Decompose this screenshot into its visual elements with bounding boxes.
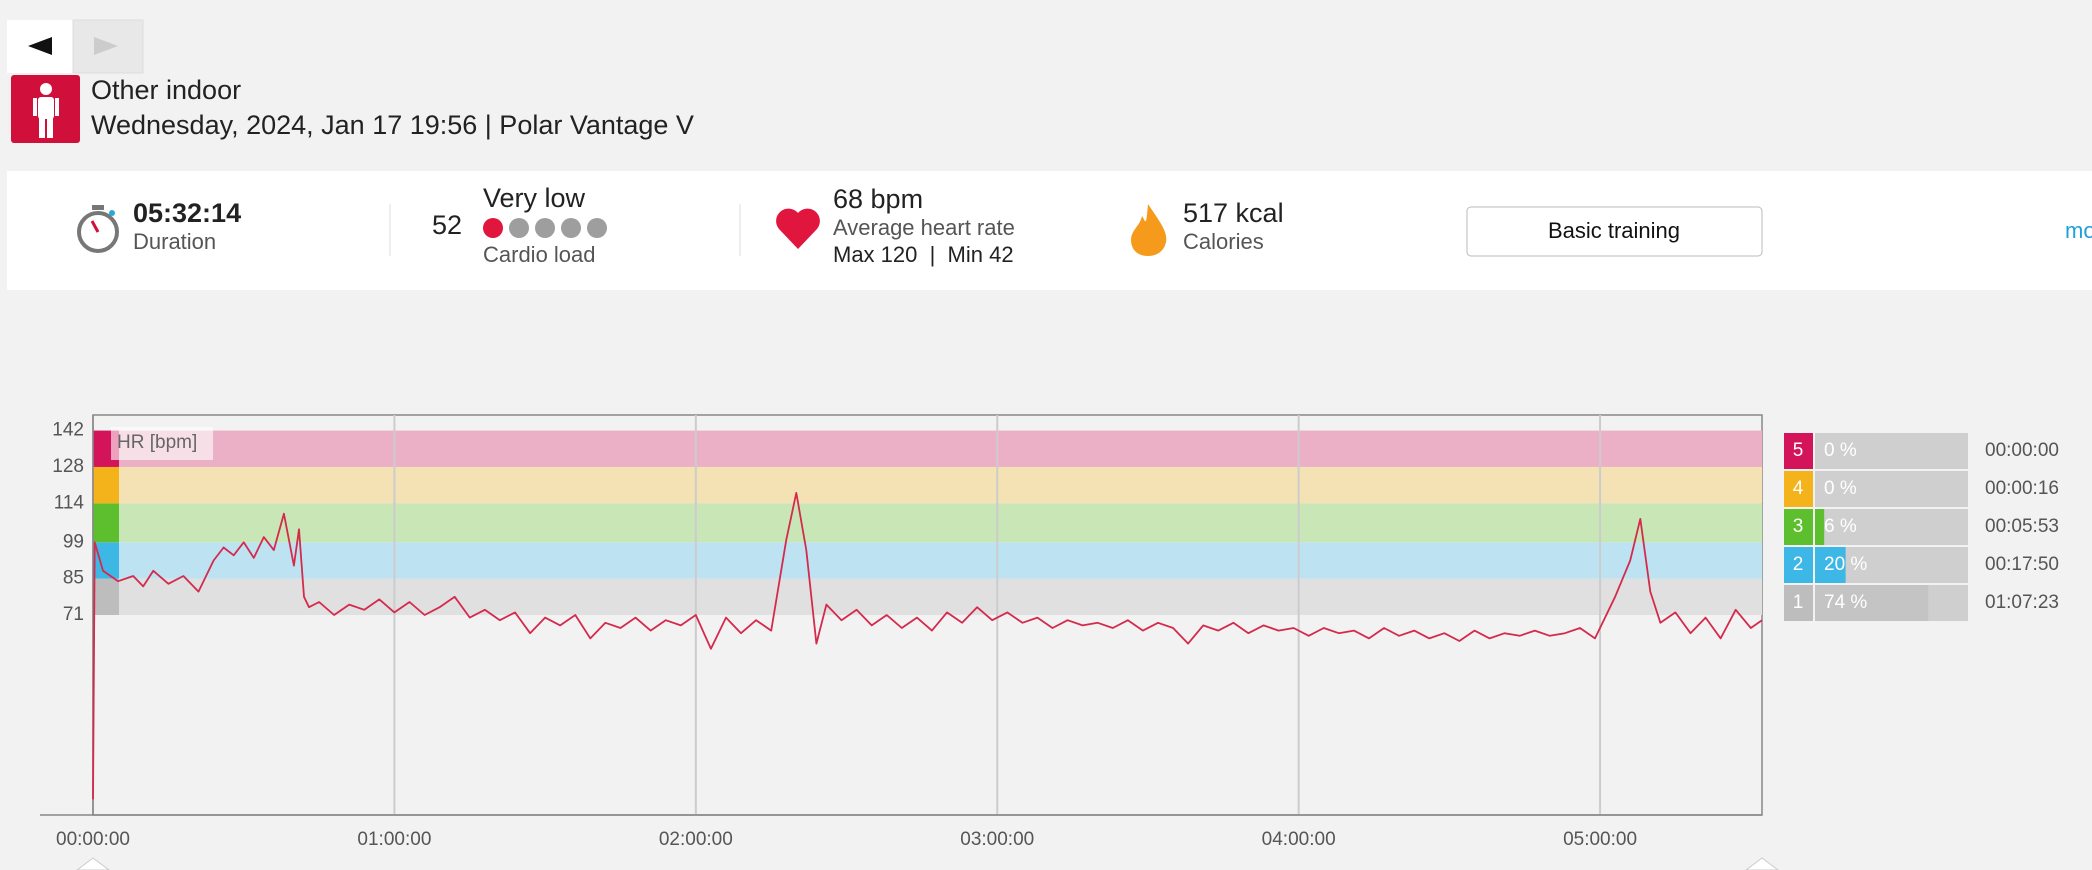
zone-number-box bbox=[1784, 509, 1813, 545]
duration-label: Duration bbox=[133, 229, 216, 254]
zone-band bbox=[93, 503, 1762, 543]
zone-bar bbox=[1815, 547, 1846, 583]
y-axis-label: HR [bpm] bbox=[117, 432, 197, 453]
zone-time: 00:00:00 bbox=[1985, 440, 2059, 461]
x-tick-label: 00:00:00 bbox=[56, 829, 130, 850]
heart-icon bbox=[776, 208, 820, 249]
range-handle bbox=[76, 857, 110, 870]
zone-percent: 20 % bbox=[1824, 554, 1867, 575]
zone-bar bbox=[1815, 509, 1825, 545]
zone-band bbox=[93, 578, 1762, 615]
cardio-dot bbox=[509, 218, 529, 238]
zone-percent: 0 % bbox=[1824, 440, 1857, 461]
avg-hr-value: 68 bpm bbox=[833, 184, 923, 214]
zone-bar bbox=[1815, 585, 1929, 621]
summary-panel bbox=[7, 171, 2092, 290]
zone-band bbox=[93, 466, 1762, 504]
cardio-dot bbox=[535, 218, 555, 238]
prev-arrow bbox=[28, 37, 52, 55]
zone-number: 5 bbox=[1793, 440, 1804, 461]
session-info: Wednesday, 2024, Jan 17 19:56 | Polar Va… bbox=[91, 110, 694, 140]
more-link[interactable]: mo bbox=[2065, 218, 2092, 243]
zone-time: 00:05:53 bbox=[1985, 516, 2059, 537]
cardio-load-value: 52 bbox=[432, 210, 462, 240]
sport-name: Other indoor bbox=[91, 75, 241, 105]
zone-time: 00:17:50 bbox=[1985, 554, 2059, 575]
training-button[interactable] bbox=[1466, 206, 1763, 257]
next-arrow bbox=[94, 37, 118, 55]
zone-number-box bbox=[1784, 585, 1813, 621]
range-handle bbox=[1745, 857, 1779, 870]
zone-band bbox=[93, 542, 1762, 579]
y-tick-label: 71 bbox=[63, 604, 84, 625]
hr-range: Max 120 | Min 42 bbox=[833, 242, 1014, 267]
cardio-dots bbox=[483, 218, 607, 238]
x-tick-label: 03:00:00 bbox=[960, 829, 1034, 850]
cardio-dot bbox=[561, 218, 581, 238]
person-icon bbox=[33, 83, 59, 138]
stopwatch-icon bbox=[77, 205, 119, 253]
x-tick-label: 04:00:00 bbox=[1262, 829, 1336, 850]
zone-strip bbox=[93, 578, 119, 615]
zone-strip bbox=[93, 503, 119, 543]
cardio-load-label: Cardio load bbox=[483, 242, 596, 267]
zone-bar-bg bbox=[1815, 433, 1968, 469]
x-tick-label: 02:00:00 bbox=[659, 829, 733, 850]
y-tick-label: 85 bbox=[63, 568, 84, 589]
zone-number-box bbox=[1784, 433, 1813, 469]
y-tick-label: 142 bbox=[52, 420, 84, 441]
zone-percent: 6 % bbox=[1824, 516, 1857, 537]
cardio-load-level: Very low bbox=[483, 183, 586, 213]
zone-number: 1 bbox=[1793, 592, 1804, 613]
zone-time: 01:07:23 bbox=[1985, 592, 2059, 613]
avg-hr-label: Average heart rate bbox=[833, 215, 1015, 240]
calories-value: 517 kcal bbox=[1183, 198, 1284, 228]
zone-band bbox=[93, 430, 1762, 467]
zone-bar-bg bbox=[1815, 471, 1968, 507]
cardio-dot bbox=[587, 218, 607, 238]
zone-bar-bg bbox=[1815, 509, 1968, 545]
hr-line bbox=[92, 492, 1763, 800]
zone-time: 00:00:16 bbox=[1985, 478, 2059, 499]
zone-percent: 74 % bbox=[1824, 592, 1867, 613]
zone-number: 3 bbox=[1793, 516, 1804, 537]
duration-value: 05:32:14 bbox=[133, 198, 241, 228]
cardio-dot bbox=[483, 218, 503, 238]
x-tick-label: 01:00:00 bbox=[357, 829, 431, 850]
zone-strip bbox=[93, 466, 119, 504]
training-button-label[interactable]: Basic training bbox=[1548, 218, 1680, 243]
y-label-bg bbox=[111, 427, 213, 460]
calories-label: Calories bbox=[1183, 229, 1264, 254]
zone-number: 4 bbox=[1793, 478, 1804, 499]
zone-number: 2 bbox=[1793, 554, 1804, 575]
y-tick-label: 128 bbox=[52, 456, 84, 477]
flame-icon bbox=[1131, 204, 1167, 256]
zone-number-box bbox=[1784, 547, 1813, 583]
y-tick-label: 114 bbox=[54, 492, 85, 513]
y-tick-label: 99 bbox=[63, 531, 84, 552]
x-tick-label: 05:00:00 bbox=[1563, 829, 1637, 850]
zone-number-box bbox=[1784, 471, 1813, 507]
zone-percent: 0 % bbox=[1824, 478, 1857, 499]
